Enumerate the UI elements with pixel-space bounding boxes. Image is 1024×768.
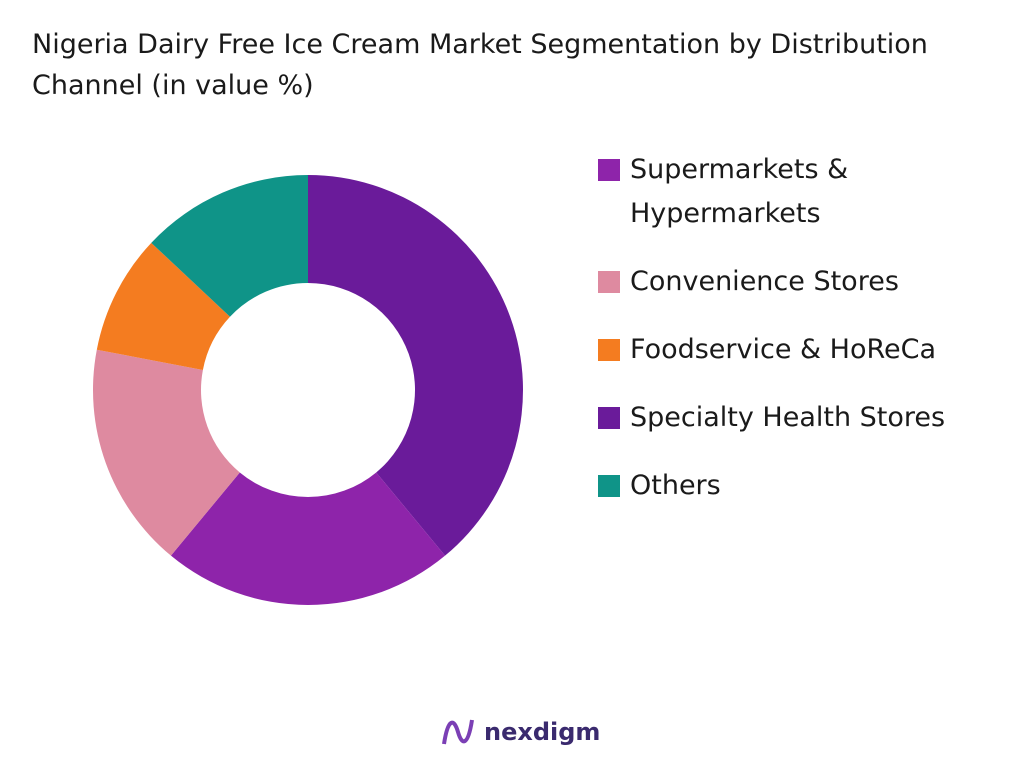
pie-slice xyxy=(93,349,240,556)
legend-label: Foodservice & HoReCa xyxy=(630,334,937,365)
pie-slice xyxy=(308,175,523,556)
pie-slice xyxy=(151,175,308,317)
legend-label: Supermarkets & Hypermarkets xyxy=(630,154,849,229)
legend-item: Specialty Health Stores xyxy=(598,396,1018,440)
legend-swatch xyxy=(598,407,620,429)
legend-item: Others xyxy=(598,464,1018,508)
legend-swatch xyxy=(598,159,620,181)
legend-swatch xyxy=(598,339,620,361)
logo-text: nexdigm xyxy=(484,718,601,746)
legend-item: Convenience Stores xyxy=(598,260,1018,304)
legend-item: Supermarkets & Hypermarkets xyxy=(598,148,1018,236)
legend-label: Convenience Stores xyxy=(630,266,899,297)
legend-label: Others xyxy=(630,470,721,501)
chart-title: Nigeria Dairy Free Ice Cream Market Segm… xyxy=(32,29,928,101)
legend-item: Foodservice & HoReCa xyxy=(598,328,1018,372)
legend-swatch xyxy=(598,475,620,497)
legend-swatch xyxy=(598,271,620,293)
legend: Supermarkets & Hypermarkets Convenience S… xyxy=(598,148,1018,532)
logo-icon xyxy=(442,719,474,745)
legend-label: Specialty Health Stores xyxy=(630,402,946,433)
pie-slice xyxy=(96,242,231,370)
pie-slice xyxy=(170,472,446,605)
logo: nexdigm xyxy=(440,714,600,750)
